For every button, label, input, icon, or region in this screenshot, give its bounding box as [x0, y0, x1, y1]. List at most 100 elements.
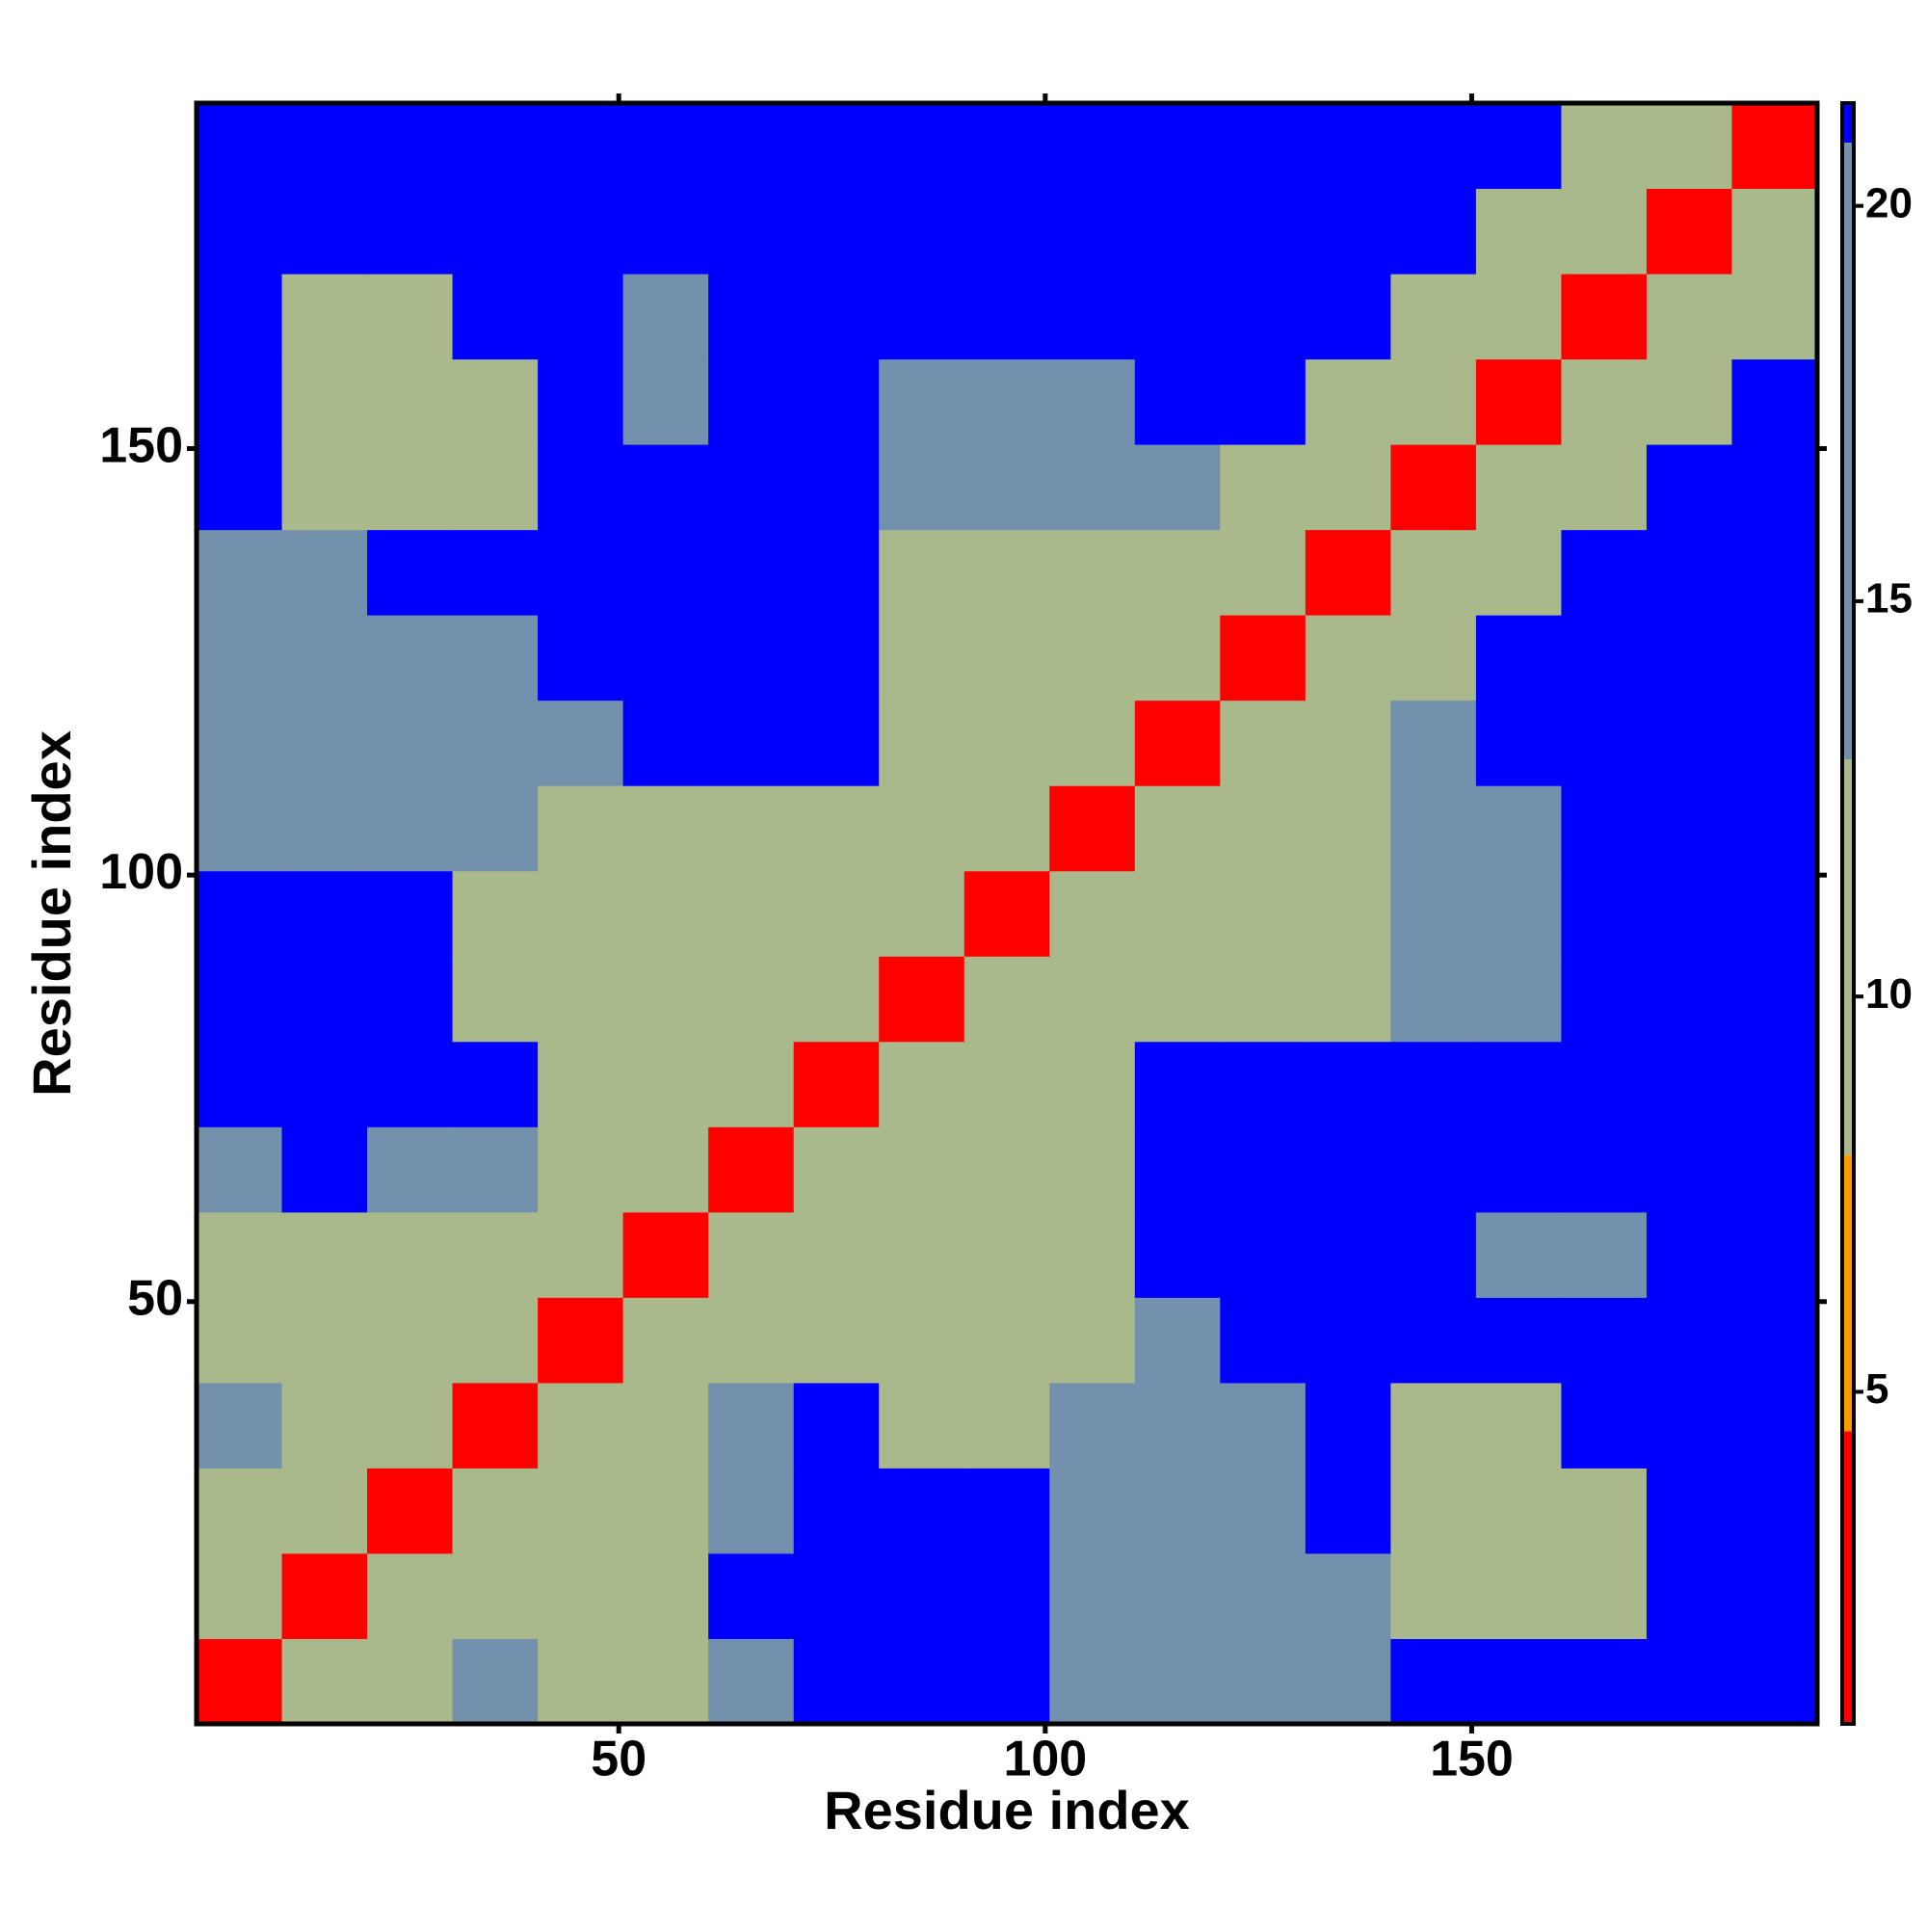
heatmap-cell — [793, 1297, 880, 1384]
heatmap-cell — [1049, 1297, 1136, 1384]
heatmap-cell — [1731, 1126, 1818, 1213]
heatmap-cell — [538, 1041, 624, 1127]
heatmap-cell — [793, 274, 880, 360]
heatmap-cell — [452, 615, 539, 701]
heatmap-cell — [1646, 1552, 1732, 1639]
heatmap-cell — [622, 1638, 709, 1725]
heatmap-cell — [622, 103, 709, 190]
heatmap-cell — [879, 188, 965, 275]
x-tick-label: 150 — [1430, 1732, 1514, 1787]
heatmap-cell — [622, 529, 709, 616]
heatmap-cell — [879, 700, 965, 786]
heatmap-cell — [1646, 358, 1732, 445]
heatmap-cell — [793, 529, 880, 616]
heatmap-cell — [1134, 870, 1221, 957]
heatmap-cell — [1731, 103, 1818, 190]
heatmap-cell — [1561, 700, 1648, 786]
heatmap-cell — [1390, 1468, 1477, 1554]
colorbar-segment — [1842, 1431, 1854, 1724]
heatmap-cell — [1561, 274, 1648, 360]
heatmap-cell — [622, 188, 709, 275]
heatmap-cell — [538, 188, 624, 275]
heatmap-cell — [1646, 1211, 1732, 1298]
heatmap-cell — [708, 274, 795, 360]
heatmap-cell — [964, 1382, 1050, 1469]
heatmap-cell — [708, 615, 795, 701]
heatmap-cell — [622, 870, 709, 957]
heatmap-cell — [1305, 1211, 1391, 1298]
heatmap-cell — [1731, 1552, 1818, 1639]
heatmap-cell — [1134, 188, 1221, 275]
heatmap-cell — [793, 956, 880, 1043]
heatmap-cell — [281, 358, 368, 445]
y-axis-title: Residue index — [21, 730, 82, 1097]
heatmap-cell — [538, 1211, 624, 1298]
heatmap-cell — [1561, 615, 1648, 701]
heatmap-cell — [708, 358, 795, 445]
heatmap-cell — [1475, 529, 1562, 616]
heatmap-cell — [367, 274, 454, 360]
heatmap-cell — [1646, 700, 1732, 786]
heatmap-cell — [622, 1552, 709, 1639]
heatmap-cell — [964, 870, 1050, 957]
heatmap-cell — [1134, 615, 1221, 701]
heatmap-cell — [452, 1041, 539, 1127]
heatmap-cell — [793, 1638, 880, 1725]
heatmap-cell — [1134, 1297, 1221, 1384]
heatmap-cell — [793, 700, 880, 786]
heatmap-cell — [1646, 103, 1732, 190]
heatmap-cell — [367, 1126, 454, 1213]
heatmap-cell — [1731, 1638, 1818, 1725]
heatmap-cell — [708, 870, 795, 957]
heatmap-cell — [1305, 274, 1391, 360]
heatmap-cell — [1646, 1638, 1732, 1725]
heatmap-cell — [622, 615, 709, 701]
heatmap-cell — [452, 1297, 539, 1384]
heatmap-cell — [281, 188, 368, 275]
heatmap-cell — [1305, 700, 1391, 786]
heatmap-cell — [964, 1041, 1050, 1127]
heatmap-cell — [1134, 1382, 1221, 1469]
heatmap-cell — [281, 1552, 368, 1639]
heatmap-cell — [452, 444, 539, 531]
heatmap-cell — [1049, 188, 1136, 275]
heatmap-cell — [1134, 700, 1221, 786]
heatmap-cell — [197, 358, 283, 445]
heatmap-cell — [1220, 700, 1307, 786]
heatmap-cell — [1134, 785, 1221, 872]
heatmap-cell — [1220, 103, 1307, 190]
heatmap-cell — [1390, 1297, 1477, 1384]
heatmap-cell — [708, 956, 795, 1043]
heatmap-cell — [1220, 1041, 1307, 1127]
colorbar-segment — [1842, 103, 1854, 144]
heatmap-cell — [538, 1382, 624, 1469]
heatmap-cell — [1646, 274, 1732, 360]
heatmap-cell — [964, 615, 1050, 701]
heatmap-cell — [452, 103, 539, 190]
heatmap-cell — [538, 956, 624, 1043]
heatmap-cell — [1646, 615, 1732, 701]
heatmap-cell — [367, 103, 454, 190]
heatmap-cell — [1646, 1041, 1732, 1127]
heatmap-cell — [964, 1552, 1050, 1639]
heatmap-cell — [1731, 358, 1818, 445]
heatmap-cell — [1390, 700, 1477, 786]
heatmap-cell — [452, 1552, 539, 1639]
heatmap-cell — [879, 1041, 965, 1127]
heatmap-cell — [622, 1126, 709, 1213]
heatmap-cell — [1475, 956, 1562, 1043]
heatmap-cell — [281, 1041, 368, 1127]
heatmap-cell — [879, 444, 965, 531]
heatmap-cell — [1049, 956, 1136, 1043]
heatmap-cell — [622, 1468, 709, 1554]
heatmap-cell — [452, 188, 539, 275]
heatmap-cell — [367, 1638, 454, 1725]
heatmap-cell — [1561, 956, 1648, 1043]
heatmap-cell — [197, 444, 283, 531]
heatmap-cell — [708, 1297, 795, 1384]
heatmap-cell — [1049, 615, 1136, 701]
heatmap-cell — [1220, 274, 1307, 360]
heatmap-cell — [1646, 870, 1732, 957]
heatmap-cell — [879, 1211, 965, 1298]
